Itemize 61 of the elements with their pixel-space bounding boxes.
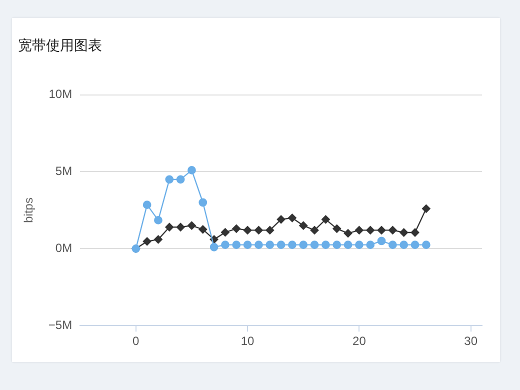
point [388,240,397,250]
point [276,215,286,224]
point [377,236,386,246]
point [354,226,364,234]
point [176,222,185,232]
point [310,226,319,234]
point [288,240,296,250]
point [221,240,230,250]
point [154,216,162,224]
point [410,240,420,250]
point [354,240,364,250]
point [142,200,152,210]
x-tick-label: 10 [240,334,255,348]
point [410,228,420,237]
y-tick-label: −5M [48,318,72,332]
point [232,240,241,250]
point [299,240,308,250]
point [321,240,330,250]
x-tick-label: 0 [132,334,140,348]
point [254,240,263,250]
point [288,214,296,222]
y-tick-label: 10M [48,87,72,102]
point [299,221,308,230]
chart-title: 宽带使用图表 [18,38,102,54]
point [266,240,274,250]
point [221,228,230,237]
point [198,198,208,207]
point [377,226,386,234]
point [422,240,430,250]
point [366,226,375,234]
point [188,221,196,230]
point [332,224,342,233]
point [142,237,152,246]
point [254,226,263,234]
point [276,240,286,250]
point [400,228,408,237]
point [332,240,342,250]
point [198,225,208,234]
point [165,222,174,232]
point [243,226,252,234]
point [366,240,375,250]
point [422,204,430,213]
y-tick-label: 0M [55,240,72,255]
point [232,224,241,233]
y-tick-label: 5M [55,164,72,178]
point [344,229,352,238]
point [321,215,330,224]
point [154,235,162,244]
point [188,166,196,174]
x-tick-label: 30 [464,334,478,348]
point [266,226,274,234]
point [310,240,319,250]
point [388,226,397,234]
point [165,175,174,184]
point [400,240,408,250]
point [176,175,185,184]
x-tick-label: 20 [352,334,366,348]
point [344,240,352,250]
point [210,242,218,252]
point [243,240,252,250]
y-axis-title: bitps [22,198,36,223]
